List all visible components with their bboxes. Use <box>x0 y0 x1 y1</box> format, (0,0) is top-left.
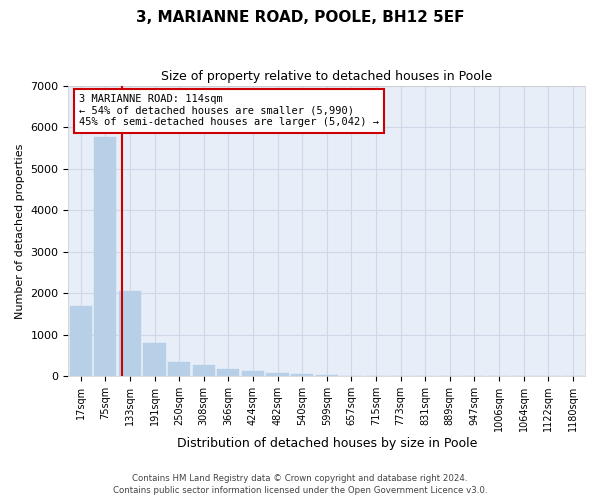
Bar <box>94 138 116 376</box>
Bar <box>70 306 92 376</box>
Bar <box>242 371 264 376</box>
Text: 3 MARIANNE ROAD: 114sqm
← 54% of detached houses are smaller (5,990)
45% of semi: 3 MARIANNE ROAD: 114sqm ← 54% of detache… <box>79 94 379 128</box>
X-axis label: Distribution of detached houses by size in Poole: Distribution of detached houses by size … <box>176 437 477 450</box>
Bar <box>193 364 215 376</box>
Bar <box>266 373 289 376</box>
Bar <box>316 375 338 376</box>
Bar <box>168 362 190 376</box>
Bar <box>291 374 313 376</box>
Text: 3, MARIANNE ROAD, POOLE, BH12 5EF: 3, MARIANNE ROAD, POOLE, BH12 5EF <box>136 10 464 25</box>
Bar <box>119 291 141 376</box>
Text: Contains HM Land Registry data © Crown copyright and database right 2024.
Contai: Contains HM Land Registry data © Crown c… <box>113 474 487 495</box>
Title: Size of property relative to detached houses in Poole: Size of property relative to detached ho… <box>161 70 492 83</box>
Y-axis label: Number of detached properties: Number of detached properties <box>15 143 25 318</box>
Bar <box>217 369 239 376</box>
Bar <box>143 343 166 376</box>
